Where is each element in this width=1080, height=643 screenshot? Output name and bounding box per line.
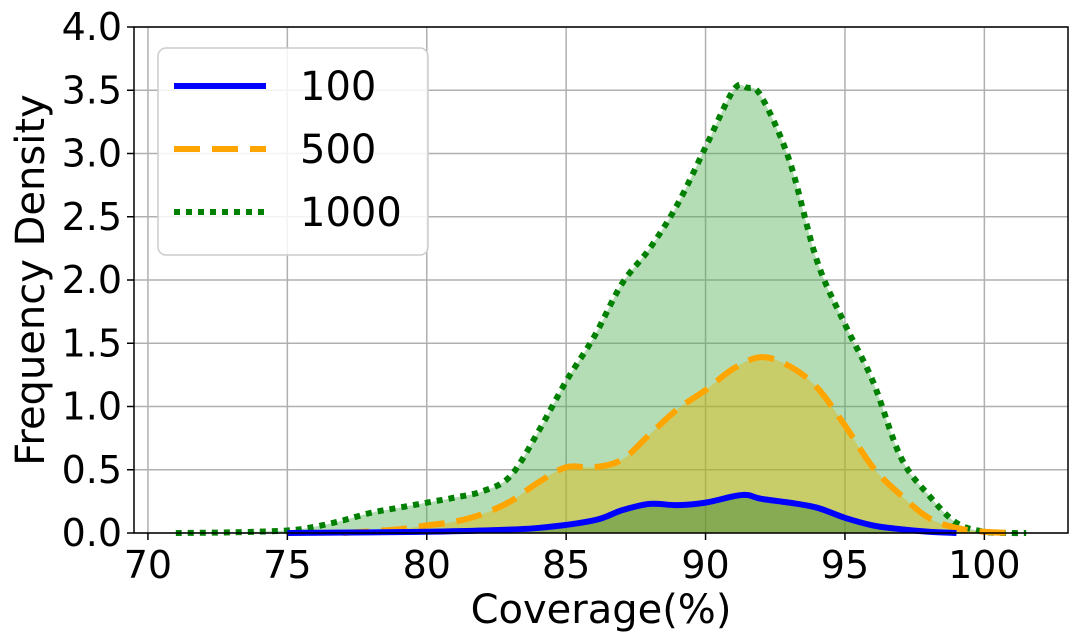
y-tick-label: 3.5 bbox=[62, 68, 122, 112]
y-tick-label: 1.5 bbox=[62, 321, 122, 365]
y-tick-label: 3.0 bbox=[62, 132, 122, 176]
legend-label-100: 100 bbox=[300, 64, 376, 110]
area-series-500 bbox=[343, 357, 1013, 533]
area-series-1000 bbox=[175, 84, 1027, 534]
y-tick-label: 0.0 bbox=[62, 511, 122, 555]
legend: 100 500 1000 bbox=[157, 47, 429, 256]
legend-label-1000: 1000 bbox=[300, 190, 402, 236]
x-tick-label: 80 bbox=[403, 543, 451, 587]
density-lines bbox=[175, 81, 1027, 537]
legend-box bbox=[157, 47, 429, 256]
y-axis-label: Frequency Density bbox=[8, 94, 54, 465]
x-tick-label: 70 bbox=[124, 543, 172, 587]
axis-ticks: 70 75 80 85 90 95 100 0.0 0.5 1.0 1.5 2.0 2.5 3.0 3.5 4… bbox=[62, 5, 1021, 587]
line-series-500 bbox=[342, 354, 1013, 536]
y-tick-label: 2.5 bbox=[62, 195, 122, 239]
x-tick-label: 90 bbox=[681, 543, 729, 587]
y-tick-label: 2.0 bbox=[62, 258, 122, 302]
x-axis-label: Coverage(%) bbox=[471, 587, 732, 633]
y-tick-label: 1.0 bbox=[62, 385, 122, 429]
x-tick-label: 95 bbox=[821, 543, 869, 587]
x-tick-label: 85 bbox=[542, 543, 590, 587]
legend-label-500: 500 bbox=[300, 127, 376, 173]
line-series-1000 bbox=[175, 81, 1027, 537]
x-tick-label: 100 bbox=[948, 543, 1021, 587]
line-series-100 bbox=[287, 491, 957, 536]
x-tick-label: 75 bbox=[263, 543, 311, 587]
gridlines bbox=[134, 26, 1068, 534]
y-tick-label: 4.0 bbox=[62, 5, 122, 49]
y-tick-label: 0.5 bbox=[62, 448, 122, 492]
